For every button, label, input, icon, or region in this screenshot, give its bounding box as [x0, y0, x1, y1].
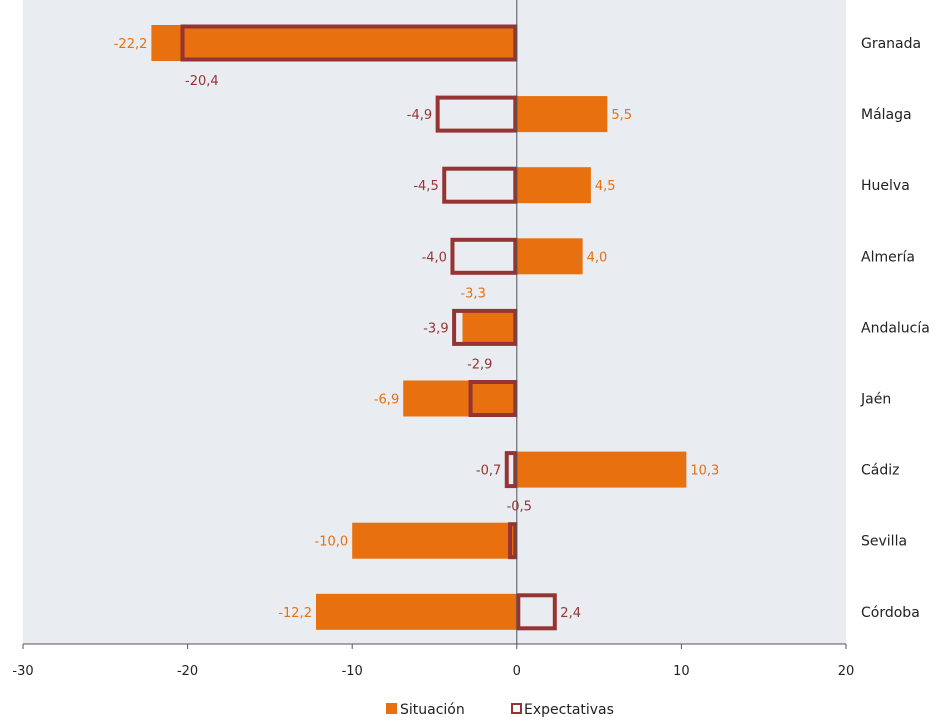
legend: Situación Expectativas — [386, 702, 614, 718]
category-label-huelva: Huelva — [861, 178, 910, 194]
bar-situacion-almeria — [516, 238, 583, 275]
category-label-almeria: Almería — [861, 249, 915, 265]
legend-label-expectativas: Expectativas — [524, 702, 614, 718]
bar-expectativas-cadiz — [504, 451, 518, 489]
label-situacion-huelva: 4,5 — [595, 179, 616, 194]
label-expectativas-malaga: -4,9 — [407, 108, 432, 123]
bar-expectativas-malaga — [435, 95, 518, 133]
label-situacion-almeria: 4,0 — [587, 250, 608, 265]
bar-situacion-cadiz — [516, 451, 687, 488]
bar-expectativas-sevilla — [508, 522, 518, 560]
bar-expectativas-almeria — [450, 237, 518, 275]
bar-situacion-malaga — [516, 96, 608, 133]
label-expectativas-huelva: -4,5 — [413, 179, 438, 194]
label-situacion-jaen: -6,9 — [374, 393, 399, 408]
bar-situacion-huelva — [516, 167, 591, 204]
bar-expectativas-cordoba — [516, 593, 557, 631]
label-expectativas-cordoba: 2,4 — [560, 606, 581, 621]
x-tick-label-1: -20 — [177, 664, 198, 679]
bar-situacion-andalucia — [462, 309, 517, 346]
x-tick-label-5: 20 — [838, 664, 855, 679]
label-situacion-sevilla: -10,0 — [315, 535, 349, 550]
data-labels: -22,2 -20,4 5,5 -4,9 4,5 -4,5 4,0 -4,0 -3,3 -3,9 -… — [114, 37, 720, 621]
label-expectativas-jaen: -2,9 — [467, 358, 492, 373]
label-expectativas-sevilla: -0,5 — [507, 500, 532, 515]
legend-label-situacion: Situación — [400, 702, 465, 718]
label-expectativas-cadiz: -0,7 — [476, 464, 501, 479]
label-situacion-malaga: 5,5 — [611, 108, 632, 123]
x-axis-ticks: -30 -20 -10 0 10 20 — [12, 644, 854, 679]
category-label-sevilla: Sevilla — [861, 534, 907, 550]
label-expectativas-andalucia: -3,9 — [423, 321, 448, 336]
bar-situacion-jaen — [403, 380, 517, 417]
category-label-malaga: Málaga — [861, 107, 912, 123]
bar-layer — [151, 24, 687, 631]
bar-expectativas-granada — [180, 24, 518, 62]
label-situacion-andalucia: -3,3 — [460, 286, 485, 301]
category-label-cordoba: Córdoba — [861, 605, 920, 621]
bar-situacion-granada — [151, 25, 517, 61]
category-label-jaen: Jaén — [860, 392, 891, 408]
category-label-andalucia: Andalucía — [861, 320, 930, 336]
x-tick-label-4: 10 — [673, 664, 690, 679]
legend-swatch-expectativas — [511, 703, 522, 714]
label-expectativas-almeria: -4,0 — [422, 250, 447, 265]
bar-expectativas-andalucia — [452, 308, 518, 346]
bar-situacion-cordoba — [315, 593, 517, 630]
label-expectativas-granada: -20,4 — [185, 74, 219, 89]
category-label-cadiz: Cádiz — [861, 463, 899, 479]
bar-expectativas-huelva — [442, 166, 518, 204]
bar-expectativas-jaen — [468, 380, 518, 417]
category-label-granada: Granada — [861, 36, 921, 52]
legend-swatch-situacion — [386, 703, 397, 714]
label-situacion-cadiz: 10,3 — [690, 464, 719, 479]
category-labels: Granada Málaga Huelva Almería Andalucía Jaén C… — [860, 36, 930, 621]
x-tick-label-2: -10 — [342, 664, 363, 679]
label-situacion-cordoba: -12,2 — [278, 606, 312, 621]
x-tick-label-0: -30 — [12, 664, 33, 679]
bar-situacion-sevilla — [352, 522, 517, 559]
label-situacion-granada: -22,2 — [114, 37, 148, 52]
x-tick-label-3: 0 — [513, 664, 521, 679]
